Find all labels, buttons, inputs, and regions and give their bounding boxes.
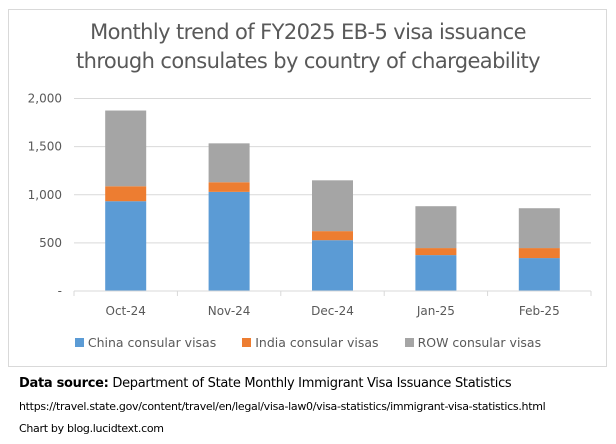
bar-india-jan-25 — [415, 248, 457, 256]
x-tick-label: Jan-25 — [416, 304, 455, 318]
bar-china-oct-24 — [105, 201, 147, 291]
legend-label: ROW consular visas — [417, 335, 542, 350]
chart-title: Monthly trend of FY2025 EB-5 visa issuan… — [8, 18, 608, 76]
bar-row-oct-24 — [105, 110, 147, 187]
data-source-line: Data source: Department of State Monthly… — [19, 376, 545, 391]
legend-label: India consular visas — [255, 335, 379, 350]
y-tick-label: 2,000 — [28, 92, 62, 106]
x-tick-label: Feb-25 — [519, 304, 560, 318]
bar-row-dec-24 — [312, 180, 353, 232]
chart-title-line-1: Monthly trend of FY2025 EB-5 visa issuan… — [90, 20, 526, 44]
legend-item: India consular visas — [242, 335, 379, 350]
bar-row-nov-24 — [208, 143, 250, 183]
x-tick-label: Nov-24 — [208, 304, 251, 318]
x-tick-label: Oct-24 — [106, 304, 146, 318]
data-source-url: https://travel.state.gov/content/travel/… — [19, 400, 546, 413]
bar-india-oct-24 — [105, 186, 147, 202]
chart-credit: Chart by blog.lucidtext.com — [19, 422, 164, 435]
bar-row-jan-25 — [415, 206, 457, 249]
bar-china-nov-24 — [208, 191, 250, 291]
y-tick-label: 1,500 — [28, 140, 62, 154]
legend-swatch — [242, 338, 252, 347]
legend-swatch — [404, 338, 414, 347]
bar-row-feb-25 — [518, 208, 560, 249]
legend-item: China consular visas — [74, 335, 217, 350]
data-source-text: Department of State Monthly Immigrant Vi… — [108, 376, 512, 391]
footer: Data source: Department of State Monthly… — [19, 376, 546, 435]
y-tick-label: 500 — [39, 236, 62, 250]
bar-china-dec-24 — [312, 240, 353, 291]
legend-item: ROW consular visas — [404, 335, 542, 350]
bar-india-feb-25 — [518, 248, 560, 259]
y-tick-label: - — [58, 284, 62, 298]
legend-label: China consular visas — [87, 335, 217, 350]
legend: China consular visas India consular visas… — [0, 335, 616, 350]
bar-china-feb-25 — [518, 258, 560, 291]
bar-india-nov-24 — [208, 182, 250, 192]
y-tick-label: 1,000 — [28, 188, 62, 202]
bar-china-jan-25 — [415, 255, 457, 291]
legend-swatch — [74, 338, 84, 347]
chart-title-line-2: through consulates by country of chargea… — [76, 49, 541, 73]
bar-india-dec-24 — [312, 231, 353, 241]
data-source-label: Data source: — [19, 376, 109, 391]
x-tick-label: Dec-24 — [311, 304, 354, 318]
